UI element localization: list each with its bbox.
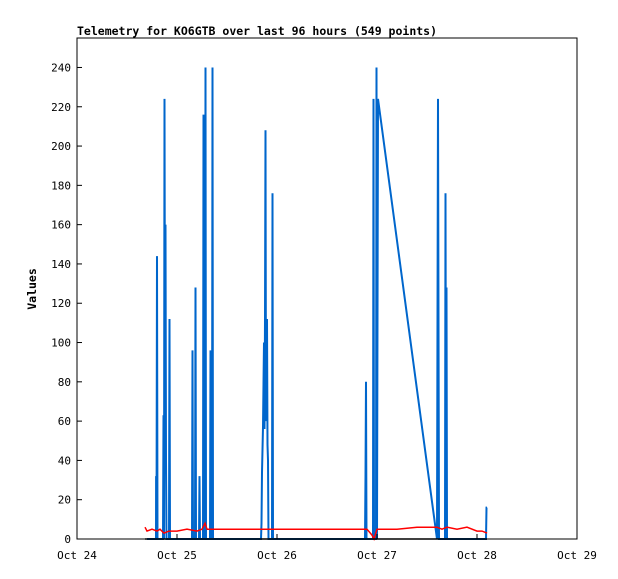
series-layer (144, 67, 488, 541)
y-tick-label: 100 (51, 337, 71, 350)
y-tick-label: 240 (51, 61, 71, 74)
x-axis: Oct 24 Oct 25 Oct 26 Oct 27 Oct 28 Oct 29 (57, 534, 597, 562)
y-tick-label: 80 (58, 376, 71, 389)
x-tick-label: Oct 29 (557, 549, 597, 562)
x-tick-label: Oct 25 (157, 549, 197, 562)
y-tick-label: 120 (51, 297, 71, 310)
x-tick-label: Oct 27 (357, 549, 397, 562)
y-tick-label: 20 (58, 494, 71, 507)
plot-frame (76, 37, 578, 540)
series-line-1 (144, 521, 488, 541)
y-tick-label: 180 (51, 179, 71, 192)
series-line-0 (147, 67, 488, 540)
chart-title: Telemetry for KO6GTB over last 96 hours … (77, 24, 437, 38)
x-tick-label: Oct 28 (457, 549, 497, 562)
x-tick-label: Oct 24 (57, 549, 97, 562)
y-axis: 0 20 40 60 80 100 120 140 160 180 200 220 240 (51, 61, 82, 546)
y-tick-label: 0 (64, 533, 71, 546)
y-tick-label: 60 (58, 415, 71, 428)
x-tick-label: Oct 26 (257, 549, 297, 562)
y-tick-label: 220 (51, 101, 71, 114)
y-axis-label: Values (25, 268, 39, 310)
y-tick-label: 140 (51, 258, 71, 271)
y-tick-label: 40 (58, 454, 71, 467)
y-tick-label: 160 (51, 219, 71, 232)
y-tick-label: 200 (51, 140, 71, 153)
